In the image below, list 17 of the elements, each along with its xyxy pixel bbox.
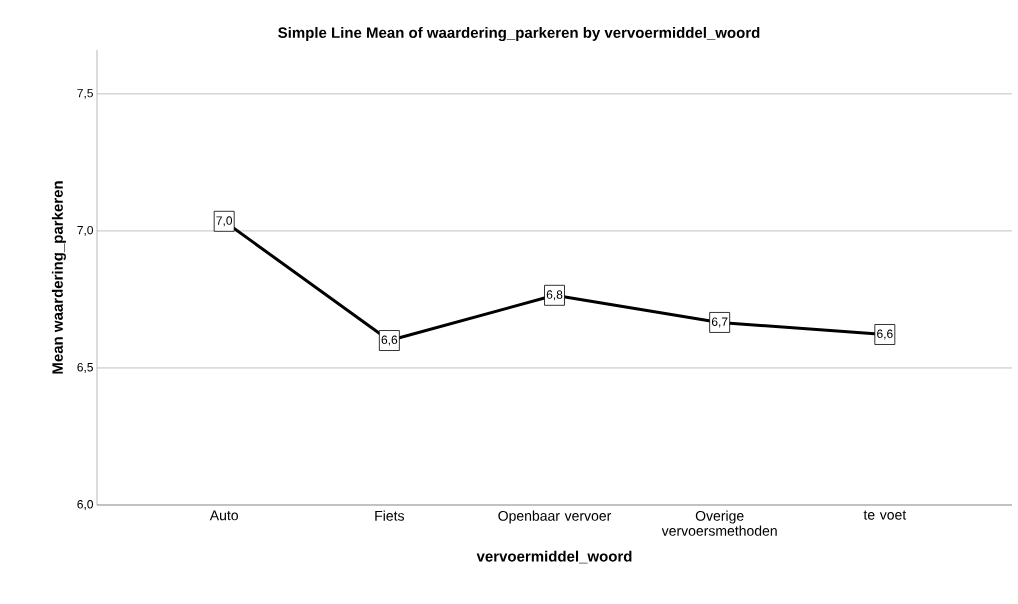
y-tick-label: 7,0 (77, 225, 94, 236)
x-tick-label: te voet (863, 510, 907, 520)
data-label: 6,7 (711, 317, 728, 328)
x-axis-title: vervoermiddel_woord (476, 550, 632, 564)
y-tick-label: 7,5 (77, 88, 93, 99)
data-label: 6,8 (546, 290, 563, 301)
data-label: 6,6 (877, 329, 893, 340)
data-label: 7,0 (216, 216, 233, 227)
y-axis-title: Mean waardering_parkeren (51, 181, 66, 374)
x-tick-label: Fiets (375, 510, 404, 521)
x-tick-label: Overige vervoersmethoden (661, 510, 777, 536)
data-label: 6,6 (381, 335, 398, 346)
y-tick-label: 6,5 (77, 362, 93, 373)
x-tick-label: Auto (209, 510, 238, 521)
y-tick-label: 6,0 (77, 500, 94, 510)
x-tick-label: Openbaar vervoer (498, 510, 612, 524)
chart-title: Simple Line Mean of waardering_parkeren by vervoermiddel_woord (278, 26, 760, 42)
